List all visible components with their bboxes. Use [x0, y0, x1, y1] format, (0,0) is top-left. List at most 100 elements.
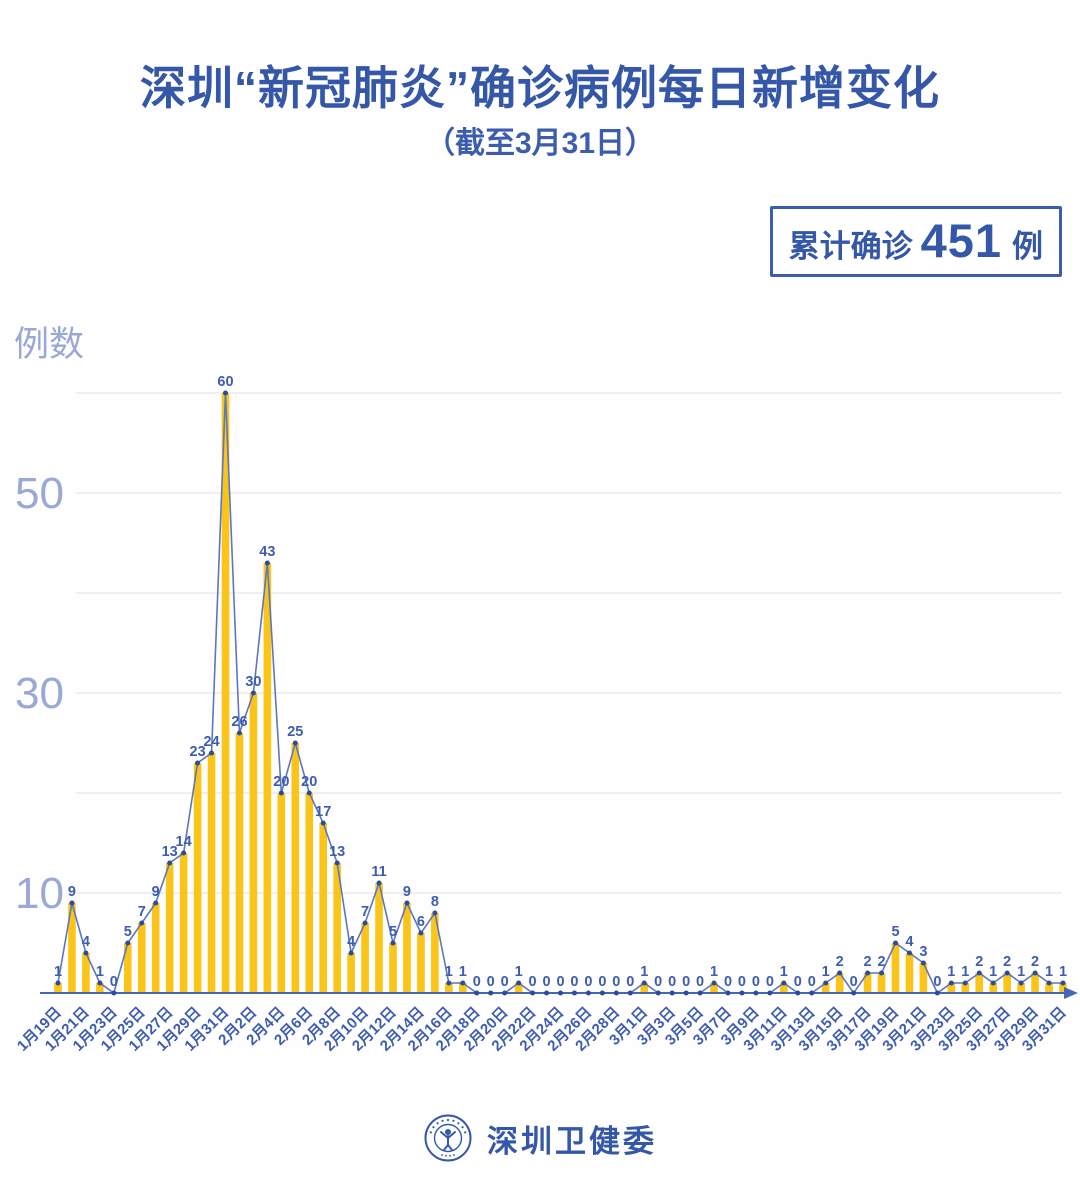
value-label: 1 [54, 964, 62, 980]
bar [835, 973, 844, 993]
data-point [837, 970, 843, 976]
data-point [544, 990, 550, 996]
value-label: 30 [245, 674, 261, 690]
bar [333, 863, 341, 993]
data-point [181, 850, 187, 856]
value-label: 0 [682, 974, 690, 990]
data-point [879, 970, 885, 976]
value-label: 0 [584, 974, 592, 990]
value-label: 23 [190, 744, 206, 760]
data-point [641, 980, 647, 986]
value-label: 1 [640, 964, 648, 980]
data-point [404, 900, 410, 906]
data-point [446, 980, 452, 986]
bar [710, 983, 718, 993]
data-point [725, 990, 731, 996]
data-point [739, 990, 745, 996]
value-label: 11 [371, 864, 386, 880]
data-point [83, 950, 89, 956]
bar [151, 903, 160, 993]
value-label: 4 [347, 934, 355, 950]
data-point [753, 990, 759, 996]
value-label: 26 [231, 714, 247, 730]
data-point [502, 990, 508, 996]
value-label: 2 [1003, 954, 1011, 970]
value-label: 0 [766, 974, 774, 990]
chart-canvas: 1030501941057913142324602630432025201713… [14, 374, 1078, 1055]
value-label: 20 [301, 774, 317, 790]
data-point [558, 990, 563, 996]
value-label: 0 [933, 974, 941, 990]
bar [54, 983, 62, 993]
value-label: 0 [668, 974, 676, 990]
y-axis-tick-label: 50 [15, 469, 64, 518]
badge-total-value: 451 [920, 214, 1002, 267]
bar [291, 743, 300, 993]
value-label: 1 [445, 964, 453, 980]
bar [458, 983, 467, 993]
bar [961, 983, 970, 993]
value-label: 0 [752, 974, 760, 990]
value-label: 0 [696, 974, 704, 990]
value-label: 0 [556, 974, 564, 990]
bar [207, 753, 216, 993]
bar [165, 863, 174, 993]
data-point [432, 910, 438, 916]
value-label: 0 [626, 974, 634, 990]
value-label: 0 [487, 974, 495, 990]
data-point [125, 940, 131, 946]
bar [123, 943, 132, 993]
data-point [809, 990, 815, 996]
value-label: 2 [836, 954, 844, 970]
value-label: 9 [68, 884, 76, 900]
value-label: 1 [961, 964, 969, 980]
data-point [990, 980, 996, 986]
data-point [474, 990, 480, 996]
data-point [571, 990, 577, 996]
value-label: 1 [96, 964, 104, 980]
data-point [585, 990, 591, 996]
bar [514, 983, 523, 993]
bar [1031, 973, 1039, 993]
data-point [139, 920, 145, 926]
data-point [1018, 980, 1024, 986]
bar [431, 913, 439, 993]
value-label: 1 [515, 964, 523, 980]
badge-unit-label: 例 [1012, 229, 1043, 264]
value-label: 13 [162, 844, 178, 860]
data-point [795, 990, 801, 996]
data-point [264, 560, 270, 566]
value-label: 5 [891, 924, 899, 940]
value-label: 1 [459, 964, 467, 980]
data-point [97, 980, 103, 986]
shenzhen-health-seal-icon [424, 1114, 472, 1162]
data-point [934, 990, 940, 996]
value-label: 5 [389, 924, 397, 940]
data-point [250, 690, 256, 696]
value-label: 0 [808, 974, 816, 990]
value-label: 1 [710, 964, 718, 980]
bar [780, 983, 788, 993]
bar [640, 983, 649, 993]
value-label: 0 [543, 974, 551, 990]
value-label: 0 [724, 974, 732, 990]
data-point [781, 980, 787, 986]
value-label: 1 [1059, 964, 1067, 980]
data-point [655, 990, 661, 996]
value-label: 9 [403, 884, 411, 900]
data-point [613, 990, 619, 996]
data-point [823, 980, 829, 986]
data-point [865, 970, 871, 976]
value-label: 0 [529, 974, 537, 990]
data-point [1060, 980, 1066, 986]
data-point [920, 960, 926, 966]
data-point [362, 920, 368, 926]
data-point [530, 990, 536, 996]
value-label: 1 [780, 964, 788, 980]
data-point [236, 730, 242, 736]
bar [137, 923, 146, 993]
bar [947, 983, 956, 993]
value-label: 0 [850, 974, 858, 990]
value-label: 20 [273, 774, 289, 790]
